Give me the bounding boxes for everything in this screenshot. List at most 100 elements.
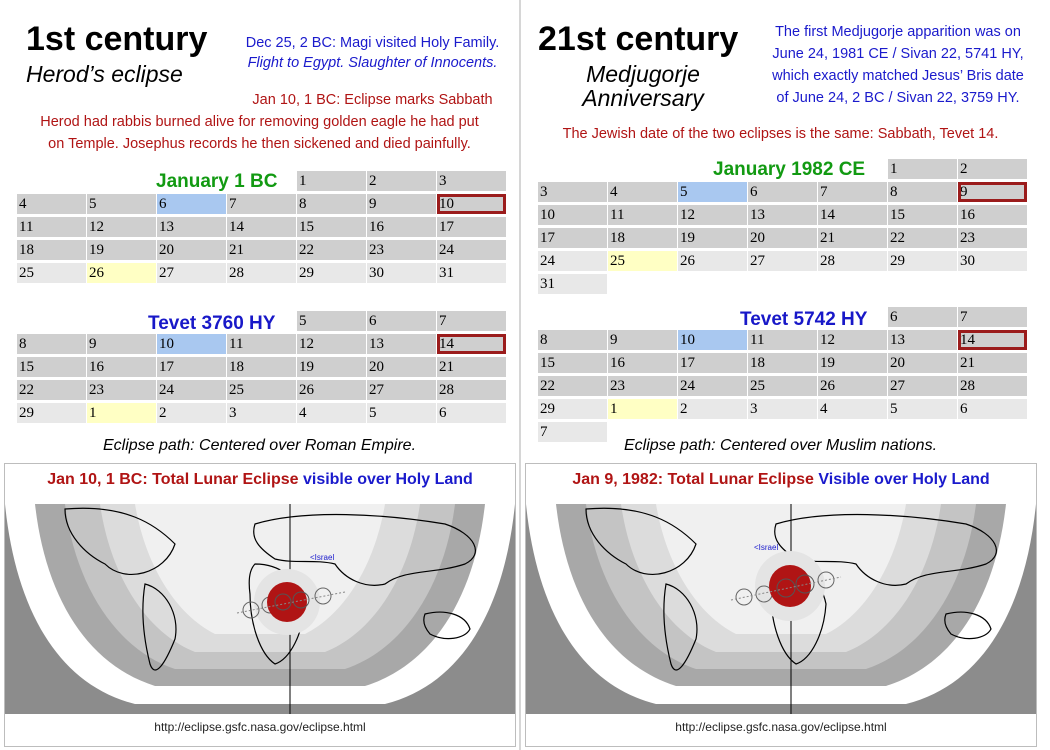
rcal1-day-cell: 25 xyxy=(608,251,677,271)
lcal2-day-cell: 28 xyxy=(437,380,506,400)
rcal2-day-cell: 26 xyxy=(818,376,887,396)
right-map-title-blue: Visible over Holy Land xyxy=(818,471,990,488)
rcal1-day-cell: 24 xyxy=(538,251,607,271)
rcal2-day-cell: 6 xyxy=(888,307,957,327)
right-eclipse-disc xyxy=(769,565,811,607)
rcal2-day-cell: 3 xyxy=(748,399,817,419)
lcal2-day-cell: 19 xyxy=(297,357,366,377)
left-panel: 1st century Herod’s eclipse Dec 25, 2 BC… xyxy=(0,0,519,750)
lcal2-day-cell: 21 xyxy=(437,357,506,377)
lcal2-day-cell: 8 xyxy=(17,334,86,354)
lcal1-day-cell: 17 xyxy=(437,217,506,237)
rcal1-day-cell: 6 xyxy=(748,182,817,202)
rcal1-day-cell: 8 xyxy=(888,182,957,202)
lcal1-day-cell: 24 xyxy=(437,240,506,260)
lcal1-day-cell: 1 xyxy=(297,171,366,191)
lcal2-day-cell: 29 xyxy=(17,403,86,423)
lcal1-day-cell: 20 xyxy=(157,240,226,260)
lcal2-day-cell: 20 xyxy=(367,357,436,377)
rcal2-day-cell: 25 xyxy=(748,376,817,396)
lcal2-day-cell: 12 xyxy=(297,334,366,354)
rcal2-day-cell: 17 xyxy=(678,353,747,373)
lcal1-day-cell: 3 xyxy=(437,171,506,191)
lcal2-day-cell: 23 xyxy=(87,380,156,400)
right-eclipse-map: <Israel Jan 9, 1982: Total Lunar Eclipse… xyxy=(525,463,1037,747)
right-map-title: Jan 9, 1982: Total Lunar Eclipse Visible… xyxy=(526,469,1036,491)
rcal1-day-cell: 14 xyxy=(818,205,887,225)
rcal1-day-cell: 21 xyxy=(818,228,887,248)
lcal2-day-cell: 3 xyxy=(227,403,296,423)
lcal2-day-cell: 6 xyxy=(437,403,506,423)
rcal2-day-cell: 19 xyxy=(818,353,887,373)
lcal1-day-cell: 11 xyxy=(17,217,86,237)
lcal1-day-cell: 19 xyxy=(87,240,156,260)
lcal2-day-cell: 25 xyxy=(227,380,296,400)
lcal1-day-cell: 15 xyxy=(297,217,366,237)
rcal2-day-cell: 16 xyxy=(608,353,677,373)
lcal1-day-cell: 28 xyxy=(227,263,296,283)
left-note-red-2: Herod had rabbis burned alive for removi… xyxy=(40,114,479,130)
lcal1-day-cell: 29 xyxy=(297,263,366,283)
lcal2-day-cell: 24 xyxy=(157,380,226,400)
rcal1-day-cell: 1 xyxy=(888,159,957,179)
rcal1-day-cell: 13 xyxy=(748,205,817,225)
lcal2-day-cell: 6 xyxy=(367,311,436,331)
left-israel-label: <Israel xyxy=(310,553,334,562)
rcal1-day-cell: 29 xyxy=(888,251,957,271)
rcal1-day-cell: 18 xyxy=(608,228,677,248)
rcal1-day-cell: 15 xyxy=(888,205,957,225)
lcal1-day-cell: 8 xyxy=(297,194,366,214)
right-calendar-2-title: Tevet 5742 HY xyxy=(740,309,868,330)
lcal2-day-cell: 4 xyxy=(297,403,366,423)
lcal2-day-cell: 11 xyxy=(227,334,296,354)
right-israel-label: <Israel xyxy=(754,543,778,552)
lcal2-day-cell: 26 xyxy=(297,380,366,400)
rcal2-day-cell: 22 xyxy=(538,376,607,396)
lcal1-day-cell: 4 xyxy=(17,194,86,214)
rcal1-day-cell: 10 xyxy=(538,205,607,225)
rcal2-day-cell: 29 xyxy=(538,399,607,419)
right-calendar-1-title: January 1982 CE xyxy=(713,159,866,180)
rcal2-day-cell: 21 xyxy=(958,353,1027,373)
right-map-title-red: Jan 9, 1982: Total Lunar Eclipse xyxy=(572,471,814,488)
rcal1-day-cell: 26 xyxy=(678,251,747,271)
right-note-blue-1: The first Medjugorje apparition was on xyxy=(775,24,1021,40)
rcal1-day-cell: 19 xyxy=(678,228,747,248)
right-note-blue-2: June 24, 1981 CE / Sivan 22, 5741 HY, xyxy=(772,46,1024,62)
right-note-blue-4: of June 24, 2 BC / Sivan 22, 3759 HY. xyxy=(776,90,1020,106)
rcal2-day-cell: 1 xyxy=(608,399,677,419)
left-century-heading: 1st century xyxy=(26,20,208,58)
lcal2-day-cell: 17 xyxy=(157,357,226,377)
lcal2-day-cell: 5 xyxy=(367,403,436,423)
lcal2-day-cell: 1 xyxy=(87,403,156,423)
left-calendar-2-title: Tevet 3760 HY xyxy=(148,313,276,334)
rcal1-day-cell: 7 xyxy=(818,182,887,202)
rcal1-day-cell: 3 xyxy=(538,182,607,202)
lcal1-day-cell: 16 xyxy=(367,217,436,237)
lcal1-day-cell: 10 xyxy=(437,194,506,214)
lcal2-day-cell: 22 xyxy=(17,380,86,400)
left-map-graphic: <Israel xyxy=(5,464,515,746)
rcal1-day-cell: 16 xyxy=(958,205,1027,225)
right-eclipse-path: Eclipse path: Centered over Muslim natio… xyxy=(623,437,938,454)
right-subtitle-1: Medjugorje xyxy=(586,61,700,87)
rcal2-day-cell: 4 xyxy=(818,399,887,419)
lcal1-day-cell: 9 xyxy=(367,194,436,214)
right-subtitle-2: Anniversary xyxy=(582,85,704,111)
rcal1-day-cell: 22 xyxy=(888,228,957,248)
left-eclipse-path: Eclipse path: Centered over Roman Empire… xyxy=(102,437,417,454)
lcal2-day-cell: 5 xyxy=(297,311,366,331)
rcal1-day-cell: 5 xyxy=(678,182,747,202)
lcal1-day-cell: 27 xyxy=(157,263,226,283)
lcal1-day-cell: 30 xyxy=(367,263,436,283)
rcal2-day-cell: 27 xyxy=(888,376,957,396)
rcal2-day-cell: 14 xyxy=(958,330,1027,350)
rcal1-day-cell: 20 xyxy=(748,228,817,248)
rcal1-day-cell: 17 xyxy=(538,228,607,248)
lcal1-day-cell: 13 xyxy=(157,217,226,237)
lcal2-day-cell: 10 xyxy=(157,334,226,354)
rcal2-day-cell: 12 xyxy=(818,330,887,350)
lcal1-day-cell: 12 xyxy=(87,217,156,237)
lcal2-day-cell: 27 xyxy=(367,380,436,400)
rcal1-day-cell: 4 xyxy=(608,182,677,202)
